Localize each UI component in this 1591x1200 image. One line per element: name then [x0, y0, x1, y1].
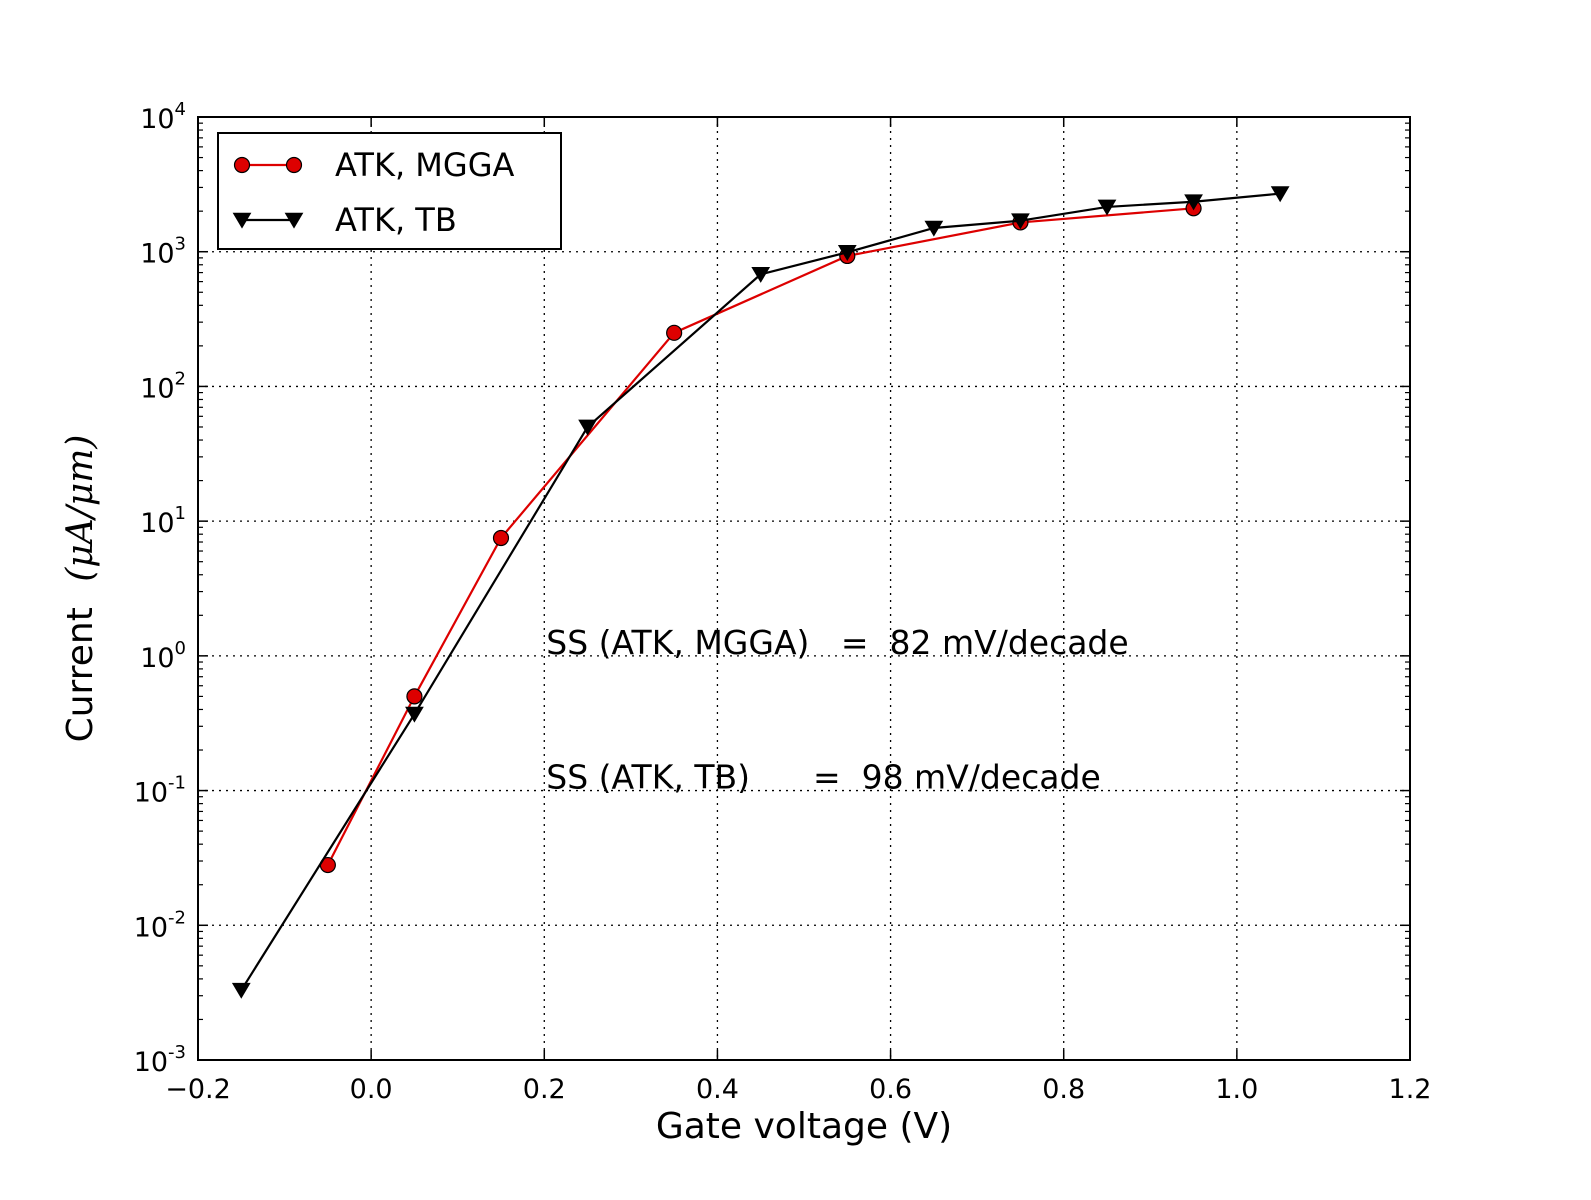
legend-marker — [233, 156, 251, 174]
legend-box — [217, 132, 562, 250]
plot-area-frame — [197, 116, 1411, 1061]
legend-marker — [285, 156, 303, 174]
y-tick-label-exponent: 0 — [175, 638, 186, 659]
y-tick-label-base: 10 — [140, 104, 174, 135]
y-tick-label-exponent: -2 — [168, 907, 186, 928]
legend-item: ATK, MGGA — [233, 146, 514, 184]
data-point — [837, 245, 857, 261]
y-tick-label-exponent: 3 — [175, 234, 186, 255]
y-tick-label-exponent: 1 — [175, 503, 186, 524]
x-tick-label: 0.8 — [1042, 1074, 1085, 1105]
x-tick-label: 0.4 — [696, 1074, 739, 1105]
y-axis-label-unit: (μA/μm) — [60, 435, 101, 582]
ss-annotation-1: SS (ATK, MGGA) = 82 mV/decade — [546, 623, 1128, 662]
y-tick-label: 101 — [140, 503, 186, 539]
y-tick-label: 100 — [140, 638, 186, 674]
y-tick-label-exponent: 4 — [175, 99, 186, 120]
data-point — [1270, 186, 1290, 203]
y-tick-label: 103 — [140, 234, 186, 270]
y-tick-label-base: 10 — [140, 239, 174, 270]
y-tick-label-exponent: -3 — [168, 1042, 186, 1063]
y-tick-label-base: 10 — [134, 778, 168, 809]
legend-marker — [232, 212, 252, 229]
legend-marker — [284, 212, 304, 229]
grid-lines — [198, 117, 1410, 1060]
y-tick-label: 104 — [140, 99, 186, 135]
legend: ATK, MGGA ATK, TB — [217, 132, 562, 250]
data-point — [406, 688, 423, 705]
y-tick-label: 10-1 — [134, 773, 186, 809]
annotations: SS (ATK, MGGA) = 82 mV/decade SS (ATK, TB… — [546, 623, 1128, 797]
x-tick-label: 0.0 — [350, 1074, 393, 1105]
y-tick-label-base: 10 — [140, 508, 174, 539]
axis-ticks: −0.2 0.0 0.2 0.4 0.6 0.8 1.0 1.210-310-210-1100… — [134, 99, 1432, 1105]
data-point — [751, 266, 771, 283]
y-tick-label: 102 — [140, 368, 186, 404]
legend-label: ATK, TB — [335, 201, 457, 239]
data-point — [231, 982, 251, 999]
data-point — [405, 706, 424, 723]
x-tick-label: 0.6 — [869, 1074, 912, 1105]
legend-label: ATK, MGGA — [335, 146, 514, 184]
y-tick-label-exponent: 2 — [175, 368, 186, 389]
series-layer — [231, 186, 1290, 999]
legend-item: ATK, TB — [232, 201, 457, 239]
y-tick-label-exponent: -1 — [168, 773, 186, 794]
x-tick-label: 0.2 — [523, 1074, 566, 1105]
y-tick-label-base: 10 — [134, 1047, 168, 1078]
data-point — [492, 529, 510, 547]
y-axis-label: Current (μA/μm) — [60, 435, 101, 743]
y-tick-label: 10-2 — [134, 907, 186, 943]
series-tb — [231, 186, 1290, 999]
data-point — [1011, 213, 1030, 230]
data-point — [666, 324, 683, 341]
ss-annotation-2: SS (ATK, TB) = 98 mV/decade — [546, 758, 1100, 797]
y-tick-label-base: 10 — [134, 912, 168, 943]
y-tick-label-base: 10 — [140, 373, 174, 404]
y-tick-label-base: 10 — [140, 643, 174, 674]
data-point — [1097, 199, 1117, 216]
y-tick-label: 10-3 — [134, 1042, 186, 1078]
data-point — [1184, 194, 1203, 211]
y-axis-label-text: Current — [60, 607, 101, 742]
data-point — [924, 220, 944, 237]
x-tick-label: 1.0 — [1215, 1074, 1258, 1105]
x-tick-label: −0.2 — [165, 1074, 231, 1105]
x-tick-label: 1.2 — [1389, 1074, 1432, 1105]
data-point — [578, 419, 597, 436]
series-line — [240, 192, 1281, 991]
x-axis-label: Gate voltage (V) — [656, 1106, 952, 1147]
